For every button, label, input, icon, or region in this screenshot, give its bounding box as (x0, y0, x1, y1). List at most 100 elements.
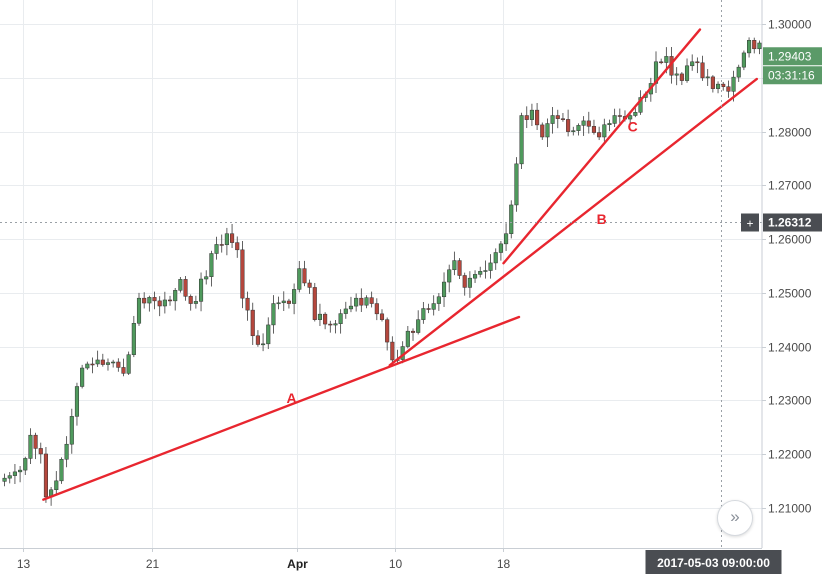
candle (354, 293, 359, 312)
candle (566, 109, 571, 137)
candle (261, 333, 266, 352)
x-tick-label: 13 (17, 557, 31, 571)
candle (736, 64, 741, 82)
trendline[interactable] (388, 77, 759, 367)
candle (7, 472, 12, 484)
price-axis[interactable]: 1.300001.290001.280001.270001.260001.250… (761, 0, 822, 548)
candle (312, 282, 317, 322)
candle (602, 118, 607, 142)
candle (436, 293, 441, 311)
candle (198, 272, 204, 312)
y-tick-label: 1.25000 (768, 287, 812, 301)
candle (483, 260, 488, 279)
countdown-value: 03:31:16 (768, 68, 815, 82)
crosshair-price-value: 1.26312 (768, 216, 812, 230)
candle (12, 463, 17, 484)
candle (147, 295, 152, 312)
candle (653, 51, 659, 94)
candle (452, 251, 457, 276)
candle (142, 292, 147, 309)
candle (348, 296, 354, 313)
candle (333, 319, 338, 334)
scroll-to-realtime-button[interactable]: » (717, 500, 753, 536)
candle (224, 227, 229, 256)
candle (281, 291, 286, 311)
trendline[interactable] (42, 315, 521, 501)
candle (23, 456, 28, 475)
candle (105, 358, 111, 371)
candle (741, 50, 746, 71)
candle (255, 330, 260, 347)
trendline[interactable] (502, 28, 702, 265)
candle (2, 473, 7, 487)
y-tick-label: 1.30000 (768, 18, 812, 32)
candle (157, 296, 162, 317)
candle (33, 432, 38, 460)
candle (292, 283, 297, 315)
x-tick-label: Apr (287, 557, 308, 571)
candle (757, 40, 762, 55)
candle (323, 312, 328, 330)
candle (183, 276, 188, 301)
plus-icon[interactable]: + (741, 213, 759, 232)
candle (726, 80, 731, 98)
candle (338, 309, 343, 334)
candlestick-series (2, 37, 767, 506)
candle (529, 103, 534, 127)
candle (266, 317, 271, 350)
candle (209, 250, 214, 287)
candle (359, 288, 364, 312)
candle (571, 126, 576, 136)
candle (111, 359, 116, 368)
svg-text:+: + (746, 217, 753, 231)
candle (178, 277, 183, 293)
candle (710, 75, 715, 93)
candle (659, 58, 664, 65)
candle (715, 81, 721, 94)
candle (167, 295, 173, 306)
candle (467, 271, 472, 298)
last-price-value: 1.29403 (768, 49, 812, 63)
candle (302, 260, 307, 287)
candle (504, 223, 509, 252)
candle (426, 303, 431, 314)
y-tick-label: 1.27000 (768, 179, 812, 193)
candle (297, 260, 302, 293)
candle (136, 292, 142, 326)
trendline-annotations: A B C (286, 119, 637, 406)
candle (173, 287, 178, 311)
candle (684, 58, 690, 83)
candle (695, 57, 700, 74)
candle (193, 295, 198, 309)
candle (18, 466, 23, 483)
candle (38, 442, 43, 464)
candle (700, 55, 705, 81)
candle (28, 428, 33, 465)
candle (519, 112, 524, 170)
candle (126, 351, 131, 376)
candle (607, 119, 612, 132)
candle (152, 291, 157, 310)
x-tick-label: 18 (497, 557, 511, 571)
candle (405, 325, 410, 349)
candle (121, 358, 126, 377)
candle (90, 357, 95, 374)
candle (276, 296, 281, 310)
candle (509, 200, 514, 239)
y-tick-label: 1.28000 (768, 126, 812, 140)
candle (545, 118, 550, 148)
annotation-label: A (286, 390, 296, 406)
candle (328, 320, 333, 333)
candle (612, 108, 617, 127)
candle (343, 301, 348, 319)
candle (131, 315, 136, 358)
candle (85, 361, 90, 370)
candle (591, 119, 597, 135)
candle (524, 106, 529, 129)
candle (560, 113, 565, 122)
candle (390, 336, 395, 367)
candle (64, 436, 69, 468)
candle (379, 309, 385, 322)
candle (214, 236, 219, 260)
